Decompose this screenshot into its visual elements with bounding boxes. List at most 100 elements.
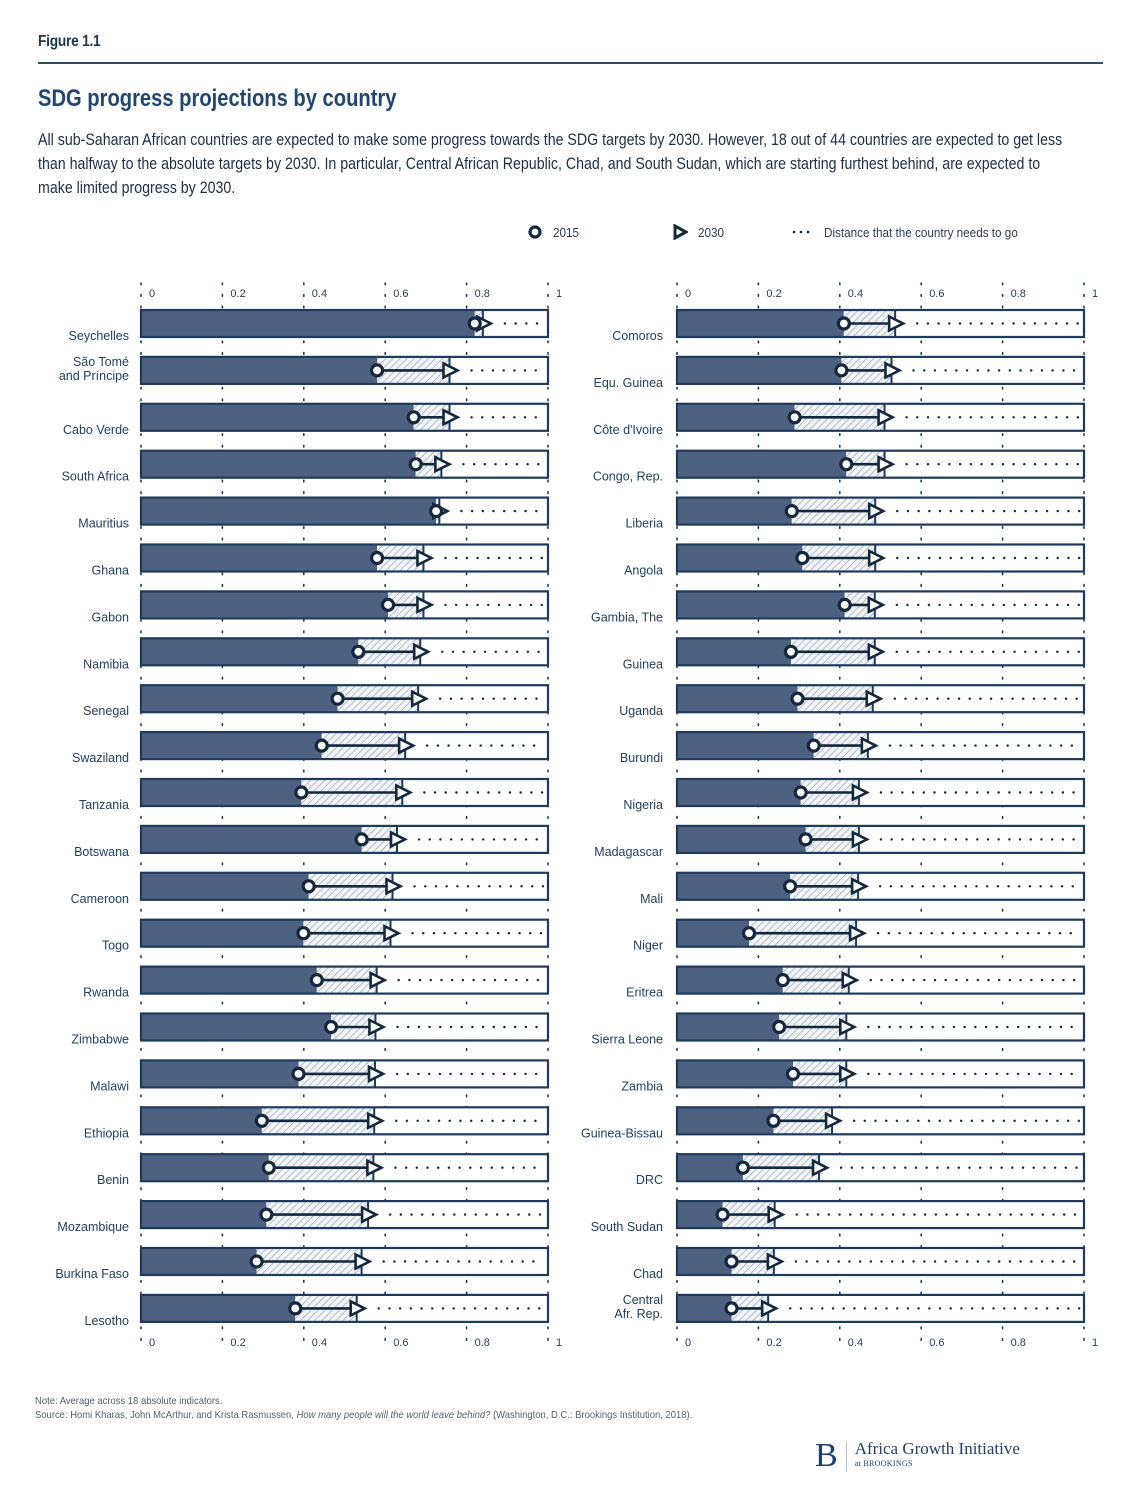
bar-row: South Africa	[62, 449, 550, 484]
marker-2015	[798, 832, 813, 847]
logo-letter: B	[815, 1437, 838, 1474]
category-label: Tanzania	[79, 798, 129, 812]
bar-2015	[677, 966, 783, 994]
x-tick-label-top: 0.6	[393, 288, 408, 300]
category-label: Mali	[640, 892, 663, 906]
marker-2015	[724, 1254, 739, 1269]
marker-2015	[369, 363, 385, 378]
marker-2030	[412, 642, 432, 661]
marker-2015	[806, 738, 821, 753]
bar-row: Angola	[624, 543, 1086, 578]
bar-2015	[141, 450, 416, 478]
marker-2015	[795, 550, 810, 566]
category-label: São Tomé and Príncipe	[59, 355, 129, 383]
bar-row: Central Afr. Rep.	[614, 1293, 1086, 1324]
marker-2030	[860, 736, 879, 755]
marker-2030	[767, 1205, 786, 1224]
marker-2030	[397, 736, 417, 755]
marker-2030	[867, 595, 886, 615]
bar-row: Rwanda	[83, 965, 550, 1000]
bar-row: Niger	[633, 918, 1086, 953]
category-label: Liberia	[625, 517, 663, 531]
category-label: Botswana	[74, 845, 129, 859]
marker-2015	[741, 926, 757, 941]
category-label: Malawi	[90, 1079, 129, 1093]
category-label: Burkina Faso	[55, 1267, 129, 1281]
bar-2015	[677, 1294, 732, 1322]
legend-label-2030: 2030	[698, 224, 725, 240]
bar-outline	[139, 1012, 550, 1042]
category-label-line: and Príncipe	[59, 369, 129, 383]
x-tick-label-top: 0.2	[766, 288, 781, 300]
marker-2015	[301, 879, 316, 894]
bar-2015	[141, 1154, 269, 1182]
bar-outline	[139, 1246, 550, 1277]
bar-2015	[141, 732, 322, 760]
bar-row: Togo	[102, 918, 550, 953]
marker-2030	[867, 642, 886, 661]
bar-row: Swaziland	[72, 731, 550, 765]
category-label: Madagascar	[594, 845, 663, 859]
x-tick-label-bottom: 0.2	[230, 1337, 245, 1349]
x-tick-label-top: 0.8	[1011, 288, 1026, 300]
bar-outline	[675, 871, 1086, 901]
x-tick-label-bottom: 0.8	[1011, 1337, 1026, 1349]
bar-outline	[675, 731, 1086, 761]
source-suffix: (Washington, D.C.: Brookings Institution…	[490, 1409, 693, 1421]
bar-2015	[141, 779, 302, 806]
marker-2030	[416, 548, 435, 568]
bar-row: Cameroon	[71, 871, 550, 906]
marker-2030	[383, 924, 402, 943]
marker-2015	[261, 1160, 276, 1175]
x-tick-label-bottom: 1	[556, 1337, 562, 1349]
category-label: Niger	[633, 939, 663, 953]
marker-2030	[850, 877, 870, 896]
category-label: Nigeria	[623, 798, 663, 812]
bar-row: Seychelles	[69, 308, 550, 343]
note-text: Note: Average across 18 absolute indicat…	[35, 1395, 223, 1407]
x-tick-label-top: 1	[556, 288, 562, 300]
bar-outline	[139, 1106, 550, 1136]
bar-2015	[141, 497, 437, 525]
bar-row: Uganda	[619, 684, 1086, 718]
bar-row: Chad	[633, 1246, 1086, 1281]
marker-2015	[354, 832, 369, 847]
bar-row: Ghana	[91, 543, 550, 578]
header-rule	[38, 62, 1103, 64]
figure-label: Figure 1.1	[38, 33, 101, 50]
bar-row: Mauritius	[78, 496, 550, 531]
marker-2015	[288, 1301, 303, 1316]
bar-2015	[141, 685, 338, 713]
category-label: Guinea-Bissau	[581, 1126, 663, 1140]
source-title: How many people will the world leave beh…	[296, 1409, 491, 1421]
bar-outline	[139, 824, 550, 855]
bar-outline	[675, 1059, 1086, 1089]
bar-2015	[677, 497, 792, 525]
x-tick-label-bottom: 0.6	[929, 1337, 944, 1349]
marker-2015	[724, 1301, 739, 1316]
marker-2015	[836, 316, 851, 331]
marker-2015	[783, 879, 798, 894]
bar-2015	[677, 825, 806, 853]
marker-2030	[884, 361, 903, 380]
category-label: Zimbabwe	[71, 1033, 129, 1047]
marker-2015	[793, 785, 808, 800]
bar-outline	[675, 918, 1086, 948]
bar-row: Liberia	[625, 496, 1086, 531]
bar-outline	[139, 777, 550, 808]
bar-row: Burkina Faso	[55, 1246, 550, 1281]
bar-row: South Sudan	[591, 1199, 1086, 1234]
bar-2015	[677, 591, 845, 619]
logo-name: Africa Growth Initiative	[854, 1439, 1020, 1458]
footnote: Note: Average across 18 absolute indicat…	[35, 1394, 692, 1422]
bar-outline	[675, 496, 1086, 526]
bar-2015	[141, 872, 309, 900]
x-tick-label-bottom: 0.2	[766, 1337, 781, 1349]
x-tick-label-top: 0	[685, 288, 691, 300]
bar-row: Botswana	[74, 824, 550, 859]
bar-outline	[139, 684, 550, 714]
bar-outline	[139, 1199, 550, 1230]
chart-panel-left: 0 0 0.2 0.2 0.4 0.4 0.6 0.6 0.8 0.8 1 1 Seychelles Sã…	[55, 282, 562, 1349]
marker-2015	[330, 691, 345, 706]
bar-row: Benin	[97, 1153, 550, 1187]
